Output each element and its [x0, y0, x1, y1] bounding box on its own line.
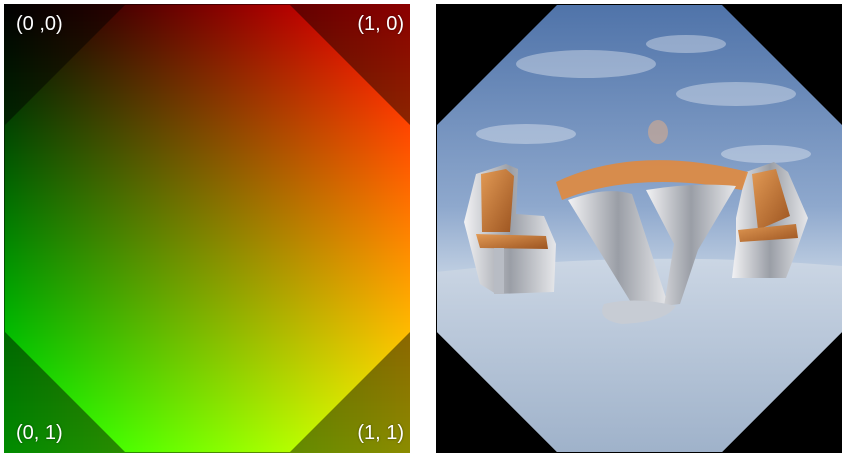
fisheye-render-panel: [436, 4, 842, 453]
uv-gradient-panel: (0 ,0) (1, 0) (0, 1) (1, 1): [4, 4, 410, 453]
left-chair: [464, 164, 556, 294]
fisheye-scene: [437, 5, 842, 452]
uv-label-bottom-right: (1, 1): [357, 422, 404, 444]
clouds: [476, 35, 811, 163]
uv-label-bottom-left: (0, 1): [16, 422, 63, 444]
floor: [437, 258, 842, 452]
uv-gradient-figure: [4, 4, 410, 453]
uv-octagon: [5, 5, 410, 452]
fisheye-render-figure: [437, 5, 842, 452]
table: [556, 120, 748, 324]
uv-label-top-right: (1, 0): [357, 13, 404, 35]
uv-label-top-left: (0 ,0): [16, 13, 63, 35]
right-chair: [732, 162, 808, 278]
